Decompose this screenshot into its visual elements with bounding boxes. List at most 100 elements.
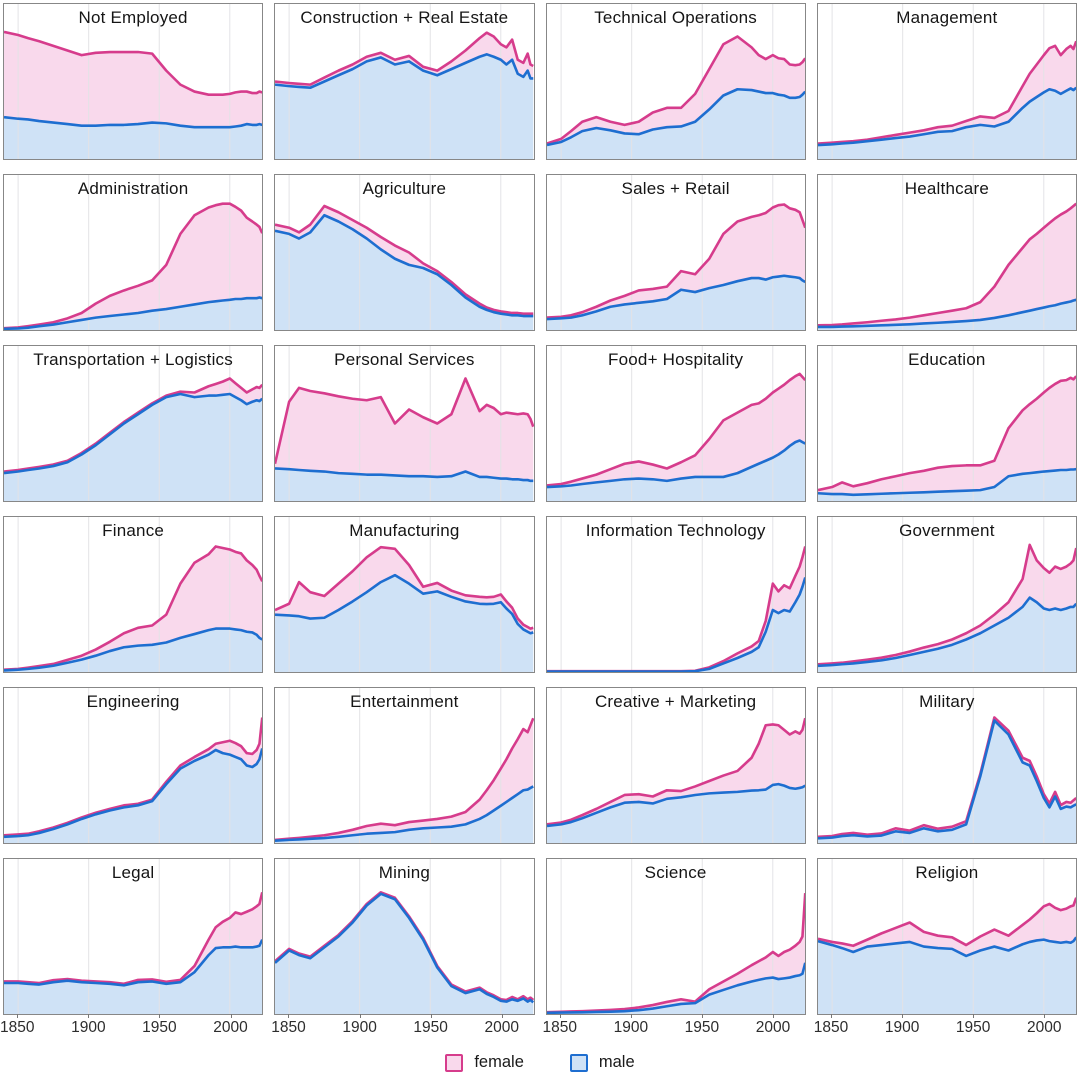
stacked-area-chart (275, 688, 534, 843)
panel-title: Religion (915, 863, 979, 882)
stacked-area-chart (4, 688, 263, 843)
panel-title: Engineering (86, 692, 180, 711)
chart-panel: Sales + Retail (545, 174, 806, 331)
female-swatch-icon (445, 1053, 464, 1072)
x-axis-tick-label: 1900 (71, 1019, 106, 1036)
chart-panel: Management (816, 3, 1077, 160)
legend-label-female: female (474, 1053, 524, 1071)
stacked-area-chart (817, 517, 1076, 672)
chart-panel: Healthcare (816, 174, 1077, 331)
male-swatch-icon (569, 1053, 588, 1072)
x-axis-cell: 1850 1900 1950 2000 (813, 1014, 1077, 1041)
x-axis-cell: 1850 1900 1950 2000 (0, 1014, 263, 1041)
x-axis-tick (830, 1014, 832, 1018)
panel-title: Information Technology (585, 521, 766, 540)
chart-panel: Technical Operations (545, 3, 806, 160)
panel-title: Construction + Real Estate (300, 8, 509, 27)
x-axis-tick-label: 1950 (955, 1019, 991, 1036)
stacked-area-chart (546, 859, 805, 1014)
panel-title: Management (896, 8, 998, 27)
stacked-area-chart (817, 346, 1076, 501)
stacked-area-chart (4, 517, 263, 672)
panel-title: Entertainment (350, 692, 459, 711)
chart-panel: Entertainment (274, 687, 535, 844)
chart-panel: Education (816, 345, 1077, 502)
x-axis-tick (17, 1014, 19, 1018)
x-axis-tick (701, 1014, 703, 1018)
chart-panel: Finance (3, 516, 264, 673)
x-axis-cell: 1850 1900 1950 2000 (542, 1014, 806, 1041)
x-axis-tick-label: 2000 (1027, 1019, 1062, 1036)
stacked-area-chart (817, 859, 1076, 1014)
stacked-area-chart (4, 4, 263, 159)
x-axis-tick (501, 1014, 503, 1018)
x-axis-tick-label: 2000 (755, 1019, 791, 1036)
panel-title: Transportation + Logistics (33, 350, 233, 369)
legend-item-female: female (445, 1053, 524, 1072)
stacked-area-chart (817, 4, 1076, 159)
panel-title: Government (899, 521, 995, 540)
chart-panel: Agriculture (274, 174, 535, 331)
panel-title: Education (908, 350, 986, 369)
x-axis-tick-label: 1950 (142, 1019, 177, 1036)
chart-panel: Food+ Hospitality (545, 345, 806, 502)
x-axis-tick-label: 1900 (342, 1019, 377, 1036)
chart-panel: Creative + Marketing (545, 687, 806, 844)
stacked-area-chart (275, 517, 534, 672)
x-axis-row: 1850 1900 1950 2000 1850 1900 1950 2000 1850 1900… (0, 1014, 1080, 1041)
x-axis-tick-label: 1850 (271, 1019, 306, 1036)
stacked-area-chart (546, 4, 805, 159)
x-axis-tick (630, 1014, 632, 1018)
stacked-area-chart (546, 517, 805, 672)
chart-panel: Religion (816, 858, 1077, 1015)
x-axis-tick (973, 1014, 975, 1018)
stacked-area-chart (546, 688, 805, 843)
x-axis-tick (159, 1014, 161, 1018)
legend-label-male: male (598, 1053, 635, 1071)
chart-panel: Personal Services (274, 345, 535, 502)
stacked-area-chart (546, 175, 805, 330)
chart-panel: Information Technology (545, 516, 806, 673)
panel-title: Finance (102, 521, 165, 540)
panel-title: Science (644, 863, 707, 882)
chart-panel: Science (545, 858, 806, 1015)
x-axis-tick-label: 1900 (613, 1019, 649, 1036)
panel-title: Personal Services (334, 350, 475, 369)
panel-title: Healthcare (904, 179, 989, 198)
stacked-area-chart (817, 688, 1076, 843)
chart-panel: Military (816, 687, 1077, 844)
x-axis-tick (430, 1014, 432, 1018)
chart-panel: Construction + Real Estate (274, 3, 535, 160)
stacked-area-chart (4, 859, 263, 1014)
stacked-area-chart (4, 346, 263, 501)
x-axis-tick (773, 1014, 775, 1018)
panel-title: Military (919, 692, 975, 711)
x-axis-tick (230, 1014, 232, 1018)
stacked-area-chart (4, 175, 263, 330)
panel-title: Creative + Marketing (594, 692, 757, 711)
x-axis-tick (288, 1014, 290, 1018)
x-axis-tick (359, 1014, 361, 1018)
stacked-area-chart (275, 859, 534, 1014)
x-axis-tick (902, 1014, 904, 1018)
legend: female male (0, 1053, 1080, 1072)
x-axis-tick-label: 2000 (484, 1019, 520, 1036)
chart-panel: Legal (3, 858, 264, 1015)
panel-title: Legal (111, 863, 155, 882)
panel-title: Administration (77, 179, 189, 198)
panel-title: Manufacturing (349, 521, 460, 540)
chart-panel: Not Employed (3, 3, 264, 160)
chart-panel: Mining (274, 858, 535, 1015)
panel-title: Agriculture (362, 179, 447, 198)
panel-title: Technical Operations (594, 8, 757, 27)
panel-title: Not Employed (78, 8, 188, 27)
x-axis-tick-label: 1850 (813, 1019, 849, 1036)
panel-title: Mining (378, 863, 431, 882)
legend-item-male: male (569, 1053, 635, 1072)
stacked-area-chart (817, 175, 1076, 330)
chart-panel: Engineering (3, 687, 264, 844)
stacked-area-chart (275, 346, 534, 501)
stacked-area-chart (275, 175, 534, 330)
stacked-area-chart (546, 346, 805, 501)
